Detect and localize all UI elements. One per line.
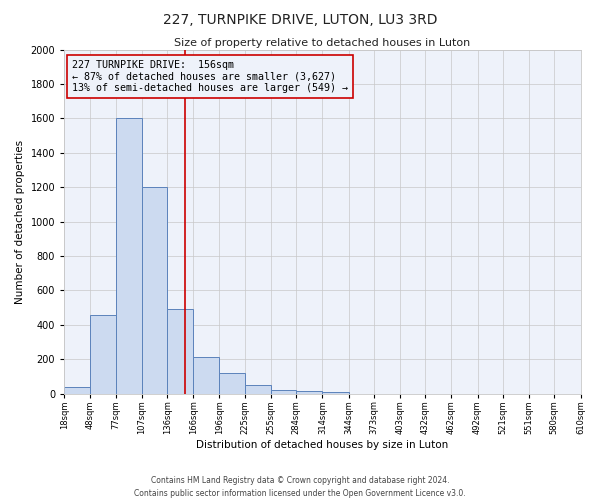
Bar (167, 310, 193, 394)
Bar (116, 118, 142, 394)
Title: Size of property relative to detached houses in Luton: Size of property relative to detached ho… (174, 38, 470, 48)
Bar (142, 187, 167, 394)
X-axis label: Distribution of detached houses by size in Luton: Distribution of detached houses by size … (196, 440, 448, 450)
Bar (271, 390, 296, 394)
Bar (322, 392, 349, 394)
Y-axis label: Number of detached properties: Number of detached properties (15, 140, 25, 304)
Bar (296, 391, 322, 394)
Bar (64, 388, 91, 394)
Bar (245, 385, 271, 394)
Text: 227 TURNPIKE DRIVE:  156sqm
← 87% of detached houses are smaller (3,627)
13% of : 227 TURNPIKE DRIVE: 156sqm ← 87% of deta… (72, 60, 348, 93)
Bar (193, 356, 220, 394)
Bar (91, 316, 116, 394)
Text: 227, TURNPIKE DRIVE, LUTON, LU3 3RD: 227, TURNPIKE DRIVE, LUTON, LU3 3RD (163, 12, 437, 26)
Text: Contains HM Land Registry data © Crown copyright and database right 2024.
Contai: Contains HM Land Registry data © Crown c… (134, 476, 466, 498)
Bar (220, 373, 245, 394)
